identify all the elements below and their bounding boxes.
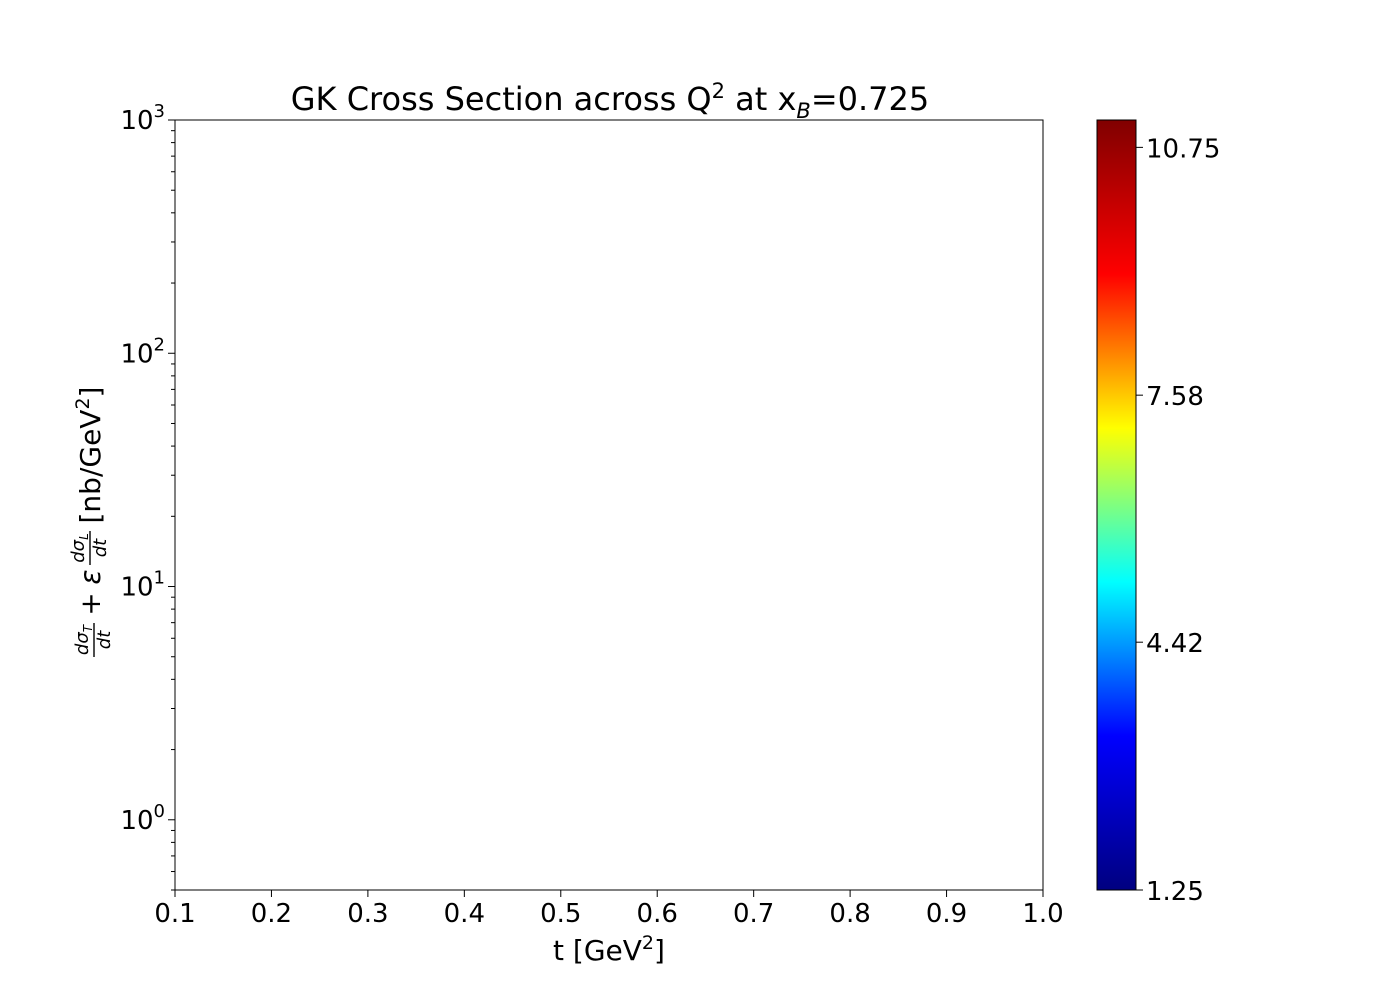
- plot-area: [174, 119, 1044, 891]
- colorbar-tick-label: 1.25: [1146, 877, 1204, 907]
- colorbar-tick-label: 10.75: [1146, 134, 1220, 164]
- x-tick-label: 1.0: [1022, 899, 1063, 929]
- svg-text:dσL: dσL: [68, 533, 91, 563]
- x-tick-label: 0.2: [251, 899, 292, 929]
- x-tick-label: 0.8: [829, 899, 870, 929]
- x-tick-label: 0.6: [637, 899, 678, 929]
- colorbar-gradient: [1096, 119, 1137, 891]
- svg-text:+: +: [74, 592, 107, 615]
- svg-text:dσT: dσT: [72, 623, 95, 655]
- x-tick-label: 0.9: [926, 899, 967, 929]
- x-axis: 0.1 0.2 0.3 0.4 0.5 0.6 0.7 0.8 0.9 1.0: [154, 890, 1064, 929]
- x-tick-label: 0.3: [347, 899, 388, 929]
- y-tick-label: 102: [120, 334, 165, 369]
- x-tick-label: 0.5: [540, 899, 581, 929]
- x-tick-label: 0.4: [444, 899, 485, 929]
- x-axis-label: t [GeV2]: [553, 932, 665, 967]
- colorbar-ticks: 1.25 4.42 7.58 10.75: [1136, 134, 1220, 907]
- y-tick-label: 101: [120, 568, 165, 603]
- y-tick-label: 103: [120, 101, 165, 136]
- y-axis-label: dσT dt + ε dσL dt [nb/GeV2]: [68, 387, 115, 657]
- svg-text:dt: dt: [90, 538, 111, 557]
- y-label-unit: [nb/GeV2]: [72, 387, 107, 524]
- y-tick-label: 100: [120, 801, 165, 836]
- y-label-formula: dσT dt + ε dσL dt: [68, 531, 115, 657]
- x-tick-label: 0.7: [733, 899, 774, 929]
- chart-title: GK Cross Section across Q2 at xB=0.725: [291, 79, 930, 123]
- svg-text:dt: dt: [94, 630, 115, 649]
- x-tick-label: 0.1: [154, 899, 195, 929]
- y-axis: 100 101 102 103: [120, 101, 175, 891]
- colorbar-tick-label: 7.58: [1146, 382, 1204, 412]
- svg-text:ε: ε: [74, 569, 107, 584]
- colorbar-tick-label: 4.42: [1146, 629, 1204, 659]
- colorbar: 1.25 4.42 7.58 10.75: [1096, 119, 1220, 907]
